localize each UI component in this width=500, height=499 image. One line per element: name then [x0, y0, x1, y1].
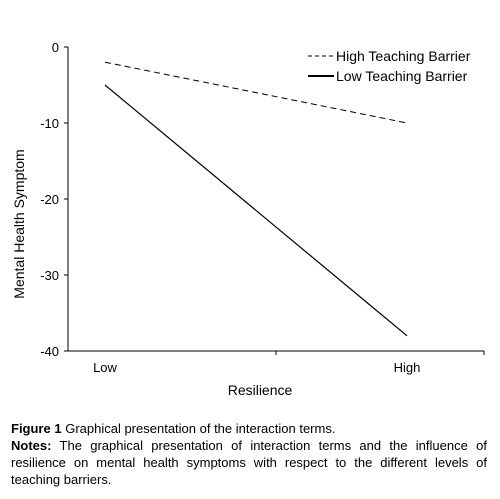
- series-line-low-teaching-barrier: [104, 84, 408, 337]
- x-ticks: Low High: [93, 351, 485, 375]
- caption-notes: Notes: The graphical presentation of int…: [11, 437, 487, 488]
- legend-label-high-teaching-barrier: High Teaching Barrier: [336, 48, 471, 64]
- y-tick-label: -30: [40, 268, 59, 283]
- notes-label: Notes:: [11, 438, 52, 453]
- x-axis-title: Resilience: [228, 382, 293, 398]
- legend: High Teaching Barrier Low Teaching Barrie…: [308, 48, 471, 84]
- notes-text: The graphical presentation of interactio…: [11, 438, 487, 487]
- y-tick-label: -10: [40, 116, 59, 131]
- series-line-high-teaching-barrier: [104, 61, 408, 124]
- legend-label-low-teaching-barrier: Low Teaching Barrier: [336, 68, 468, 84]
- y-tick-label: -40: [40, 344, 59, 359]
- y-axis-title: Mental Health Symptom: [11, 149, 27, 298]
- x-tick-label: High: [394, 360, 421, 375]
- x-tick-label: Low: [93, 360, 117, 375]
- y-ticks: 0 -10 -20 -30 -40: [40, 40, 68, 359]
- figure-label: Figure 1: [11, 421, 62, 436]
- caption-title-line: Figure 1 Graphical presentation of the i…: [11, 420, 487, 437]
- chart: 0 -10 -20 -30 -40 Low High High Teaching Barr…: [11, 40, 485, 398]
- figure-title: Graphical presentation of the interactio…: [65, 421, 336, 436]
- axes: [67, 47, 484, 352]
- figure-caption: Figure 1 Graphical presentation of the i…: [11, 420, 487, 488]
- y-tick-label: -20: [40, 192, 59, 207]
- y-tick-label: 0: [52, 40, 59, 55]
- series-lines: [104, 61, 408, 337]
